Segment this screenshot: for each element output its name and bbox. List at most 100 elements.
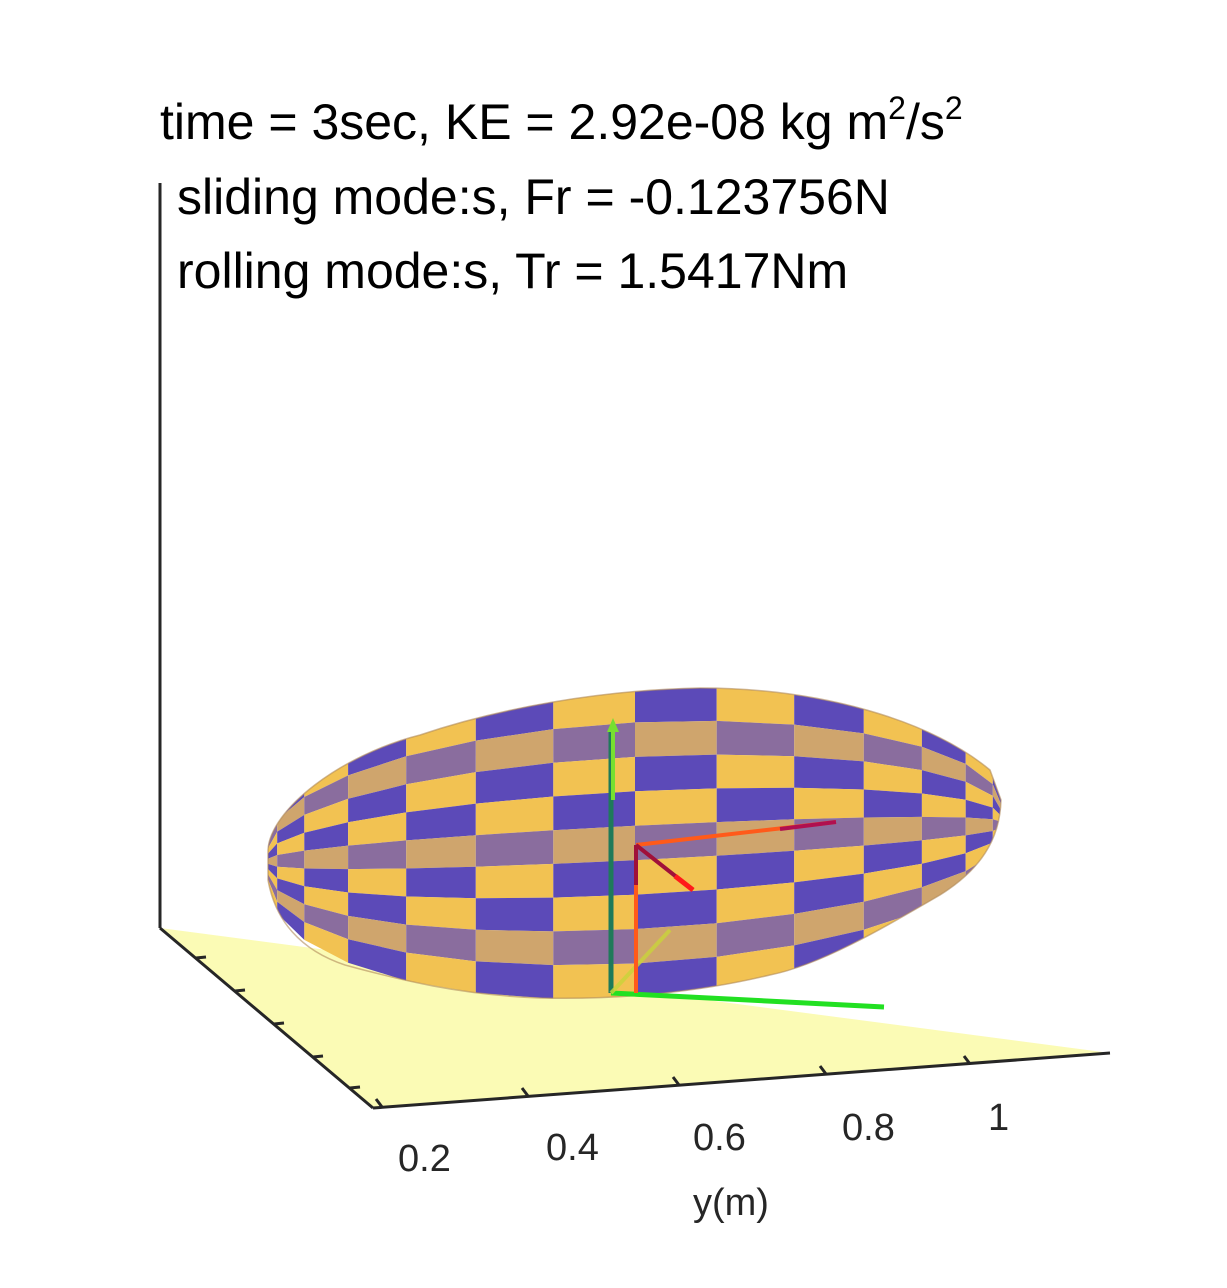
y-tick-label: 0.2 xyxy=(398,1138,451,1180)
ellipsoid-patch xyxy=(406,740,476,785)
ellipsoid-patch xyxy=(304,868,349,893)
y-tick xyxy=(520,1087,530,1097)
ellipsoid-patch xyxy=(965,831,993,854)
ellipsoid-patch xyxy=(553,929,635,966)
ellipsoid-patch xyxy=(635,720,717,757)
ellipsoid-patch xyxy=(268,855,278,867)
ellipsoid-patch xyxy=(716,850,795,890)
ellipsoid-patch xyxy=(475,762,554,804)
ellipsoid-patch xyxy=(348,892,407,925)
ellipsoid-patch xyxy=(921,816,966,841)
ellipsoid-patch xyxy=(965,817,993,836)
ellipsoid-patch xyxy=(406,866,476,899)
y-tick xyxy=(374,1098,384,1108)
ellipsoid-patch xyxy=(863,733,922,771)
ellipsoid-patch xyxy=(348,784,407,823)
ellipsoid-patch xyxy=(921,746,966,782)
ellipsoid-patch xyxy=(965,781,993,808)
x-tick xyxy=(273,1021,285,1026)
ellipsoid-patch xyxy=(794,873,864,914)
ellipsoid-outline xyxy=(267,687,1002,1000)
body-frame-axis-2-tip xyxy=(673,874,695,892)
ellipsoid-patch xyxy=(277,878,305,905)
ellipsoid-patch xyxy=(304,798,349,833)
ellipsoid-patch xyxy=(406,952,476,993)
ellipsoid-patch xyxy=(635,688,717,723)
x-tick xyxy=(234,988,246,993)
ellipsoid-patch xyxy=(635,923,717,964)
ellipsoid-patch xyxy=(406,803,476,841)
x-tick xyxy=(195,955,207,960)
ellipsoid-patch xyxy=(475,796,554,836)
ellipsoid-patch xyxy=(553,825,635,864)
ellipsoid-patch xyxy=(268,831,278,854)
ellipsoid-patch xyxy=(716,882,795,924)
ellipsoid-patch xyxy=(475,929,554,966)
title-text: time = 3sec, KE = 2.92e-08 kg m xyxy=(160,94,889,150)
ground-frame-z-arrowhead xyxy=(607,718,619,732)
ellipsoid-patch xyxy=(348,939,407,981)
y-tick xyxy=(671,1076,681,1086)
ellipsoid-patch xyxy=(406,772,476,813)
ellipsoid-patch xyxy=(277,797,305,832)
ellipsoid-patch xyxy=(475,863,554,899)
ellipsoid-patch xyxy=(921,770,966,800)
ellipsoid-patch xyxy=(475,897,554,932)
ellipsoid-patch xyxy=(794,756,864,790)
y-tick-label: 0.8 xyxy=(842,1107,895,1149)
ellipsoid-patch xyxy=(268,874,278,902)
ellipsoid-patch xyxy=(406,835,476,869)
ground-frame-x-axis xyxy=(609,928,672,995)
ellipsoid-patch xyxy=(277,850,305,869)
y-tick-label: 0.4 xyxy=(546,1127,599,1169)
ellipsoid-patch xyxy=(304,822,349,851)
ellipsoid-patch xyxy=(965,842,993,872)
ellipsoid-patch xyxy=(863,789,922,818)
ellipsoid-patch xyxy=(277,814,305,844)
ellipsoid-patch xyxy=(348,812,407,846)
ellipsoid-patch xyxy=(304,845,349,870)
ellipsoid-patch xyxy=(635,754,717,792)
ellipsoid-patch xyxy=(992,837,1001,866)
ellipsoid-patch xyxy=(304,775,349,815)
ellipsoid-patch xyxy=(277,890,305,923)
ellipsoid-patch xyxy=(553,722,635,763)
ellipsoid-patch xyxy=(406,896,476,930)
ellipsoid-patch xyxy=(921,835,966,864)
ellipsoid-patch xyxy=(992,842,1001,878)
title-text: /s xyxy=(905,94,945,150)
y-tick xyxy=(962,1055,972,1065)
ellipsoid-patch xyxy=(348,840,407,870)
ellipsoid-patch xyxy=(716,913,795,957)
ellipsoid-patch xyxy=(635,956,717,998)
ellipsoid-patch xyxy=(794,724,864,762)
ellipsoid-patch xyxy=(475,830,554,867)
ellipsoid-patch xyxy=(921,853,966,888)
ellipsoid-patch xyxy=(348,915,407,953)
ellipsoid-patch xyxy=(863,863,922,902)
ellipsoid-patch xyxy=(635,889,717,930)
ellipsoid-patch xyxy=(268,843,278,859)
ellipsoid-patch xyxy=(268,869,278,891)
ellipsoid-patch xyxy=(716,720,795,757)
body-frame-axis-1-dark xyxy=(779,820,837,831)
ellipsoid-patch xyxy=(794,901,864,946)
ellipsoid-patch xyxy=(304,922,349,963)
ellipsoid-patch xyxy=(277,832,305,855)
ellipsoid-patch xyxy=(863,705,922,747)
x-tick xyxy=(312,1054,324,1059)
ellipsoid-patch xyxy=(794,787,864,820)
title-superscript: 2 xyxy=(888,90,906,126)
ellipsoid-patch xyxy=(304,886,349,916)
ellipsoid-patch xyxy=(277,866,305,887)
ellipsoid-patch xyxy=(965,799,993,820)
plot-title-line-3: rolling mode:s, Tr = 1.5417Nm xyxy=(177,243,849,299)
ellipsoid-patch xyxy=(277,901,305,940)
x-axis-line xyxy=(159,926,374,1110)
ellipsoid-patch xyxy=(992,784,1001,812)
plot-title-line-1: time = 3sec, KE = 2.92e-08 kg m2/s2 xyxy=(160,92,963,150)
y-axis-label: y(m) xyxy=(693,1182,769,1224)
ellipsoid-patch xyxy=(794,845,864,883)
